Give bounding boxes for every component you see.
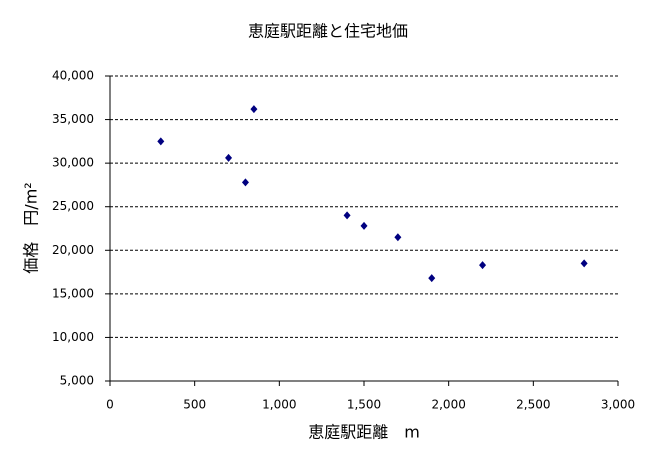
x-tick-label: 1,000 xyxy=(262,398,296,412)
x-tick-label: 2,000 xyxy=(431,398,465,412)
x-tick-label: 2,500 xyxy=(516,398,550,412)
point xyxy=(157,137,165,146)
point xyxy=(394,233,402,242)
point xyxy=(428,274,436,283)
point xyxy=(580,259,588,268)
y-tick-label: 25,000 xyxy=(52,199,94,213)
y-tick-label: 35,000 xyxy=(52,112,94,126)
x-tick-label: 500 xyxy=(183,398,206,412)
y-tick-label: 30,000 xyxy=(52,156,94,170)
point xyxy=(360,221,368,230)
point xyxy=(225,153,233,162)
y-tick-label: 20,000 xyxy=(52,243,94,257)
point xyxy=(241,178,249,187)
point xyxy=(479,261,487,270)
x-tick-label: 3,000 xyxy=(601,398,635,412)
y-axis-title: 価格 円/m² xyxy=(22,182,41,273)
point xyxy=(343,211,351,220)
y-tick-label: 10,000 xyxy=(52,330,94,344)
y-tick-label: 40,000 xyxy=(52,69,94,83)
chart-title: 恵庭駅距離と住宅地価 xyxy=(248,22,408,41)
x-tick-label: 1,500 xyxy=(347,398,381,412)
x-tick-label: 0 xyxy=(106,398,114,412)
x-axis-title: 恵庭駅距離 m xyxy=(308,423,420,442)
y-tick-label: 5,000 xyxy=(60,374,94,388)
y-tick-label: 15,000 xyxy=(52,286,94,300)
point xyxy=(250,105,258,114)
